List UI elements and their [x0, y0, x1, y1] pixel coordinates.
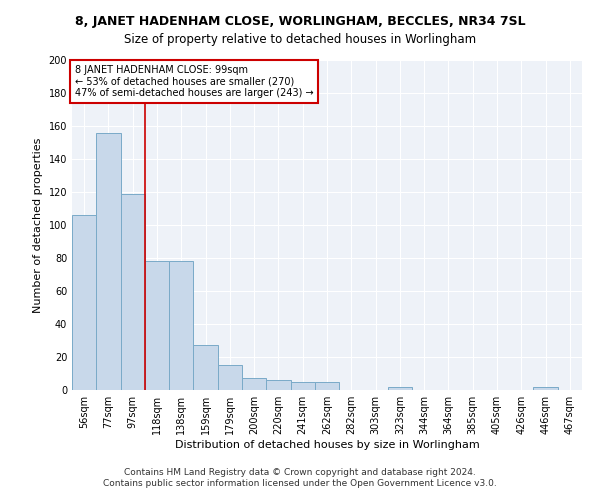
- Bar: [218, 365, 242, 390]
- Bar: [266, 380, 290, 390]
- Bar: [145, 262, 169, 390]
- Bar: [72, 215, 96, 390]
- Text: 8 JANET HADENHAM CLOSE: 99sqm
← 53% of detached houses are smaller (270)
47% of : 8 JANET HADENHAM CLOSE: 99sqm ← 53% of d…: [74, 65, 313, 98]
- Bar: [121, 194, 145, 390]
- Bar: [193, 346, 218, 390]
- X-axis label: Distribution of detached houses by size in Worlingham: Distribution of detached houses by size …: [175, 440, 479, 450]
- Bar: [388, 386, 412, 390]
- Bar: [169, 262, 193, 390]
- Bar: [290, 382, 315, 390]
- Text: 8, JANET HADENHAM CLOSE, WORLINGHAM, BECCLES, NR34 7SL: 8, JANET HADENHAM CLOSE, WORLINGHAM, BEC…: [74, 15, 526, 28]
- Text: Contains HM Land Registry data © Crown copyright and database right 2024.
Contai: Contains HM Land Registry data © Crown c…: [103, 468, 497, 487]
- Y-axis label: Number of detached properties: Number of detached properties: [33, 138, 43, 312]
- Bar: [242, 378, 266, 390]
- Bar: [96, 132, 121, 390]
- Bar: [315, 382, 339, 390]
- Text: Size of property relative to detached houses in Worlingham: Size of property relative to detached ho…: [124, 32, 476, 46]
- Bar: [533, 386, 558, 390]
